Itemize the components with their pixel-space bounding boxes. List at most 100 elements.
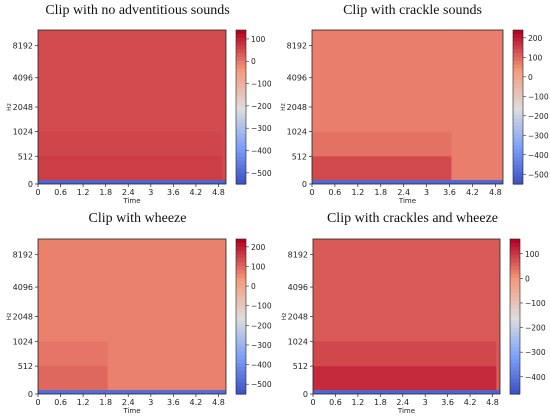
colorbar-segment bbox=[236, 137, 246, 143]
colorbar-segment bbox=[236, 53, 246, 58]
colorbar-segment bbox=[513, 33, 523, 39]
colorbar-segment bbox=[510, 242, 520, 248]
colorbar-segment bbox=[510, 254, 520, 259]
colorbar-segment bbox=[513, 137, 523, 143]
spectrogram-chart: 0 512 1024 2048 4096 8192 Hz 0 0.6 1.2 1.8 2.4 3 3.6 4… bbox=[6, 29, 272, 205]
colorbar-tick-label: −300 bbox=[251, 124, 272, 133]
x-tick-label: 0.6 bbox=[54, 398, 67, 407]
colorbar-segment bbox=[236, 339, 246, 345]
y-tick-label: 1024 bbox=[13, 337, 33, 346]
colorbar-segment bbox=[513, 176, 523, 181]
x-tick-label: 4.8 bbox=[489, 188, 502, 197]
colorbar-segment bbox=[510, 266, 520, 271]
x-tick-label: 3 bbox=[424, 188, 429, 197]
x-tick-label: 4.2 bbox=[464, 398, 477, 407]
x-tick-label: 1.8 bbox=[374, 398, 387, 407]
colorbar-segment bbox=[236, 390, 246, 395]
colorbar-tick-label: 0 bbox=[525, 274, 530, 283]
y-axis-label: Hz bbox=[6, 313, 13, 321]
x-tick-label: 3.6 bbox=[443, 188, 456, 197]
colorbar-segment bbox=[236, 246, 246, 252]
colorbar-segment bbox=[510, 246, 520, 252]
colorbar-segment bbox=[510, 351, 520, 356]
colorbar-segment bbox=[236, 343, 246, 349]
colorbar-frame bbox=[512, 29, 524, 185]
colorbar-segment bbox=[513, 56, 523, 62]
colorbar-segment bbox=[236, 355, 246, 360]
x-tick-label: 1.8 bbox=[99, 188, 112, 197]
colorbar-tick-label: −400 bbox=[251, 147, 272, 156]
x-axis-label: Time bbox=[122, 197, 140, 205]
colorbar-segment bbox=[236, 130, 246, 135]
spectrogram-panel-crackles-wheeze: Clip with crackles and wheeze 0 512 1024 20… bbox=[275, 206, 550, 415]
spectrogram-band bbox=[38, 156, 226, 181]
colorbar-segment bbox=[510, 285, 520, 290]
colorbar-tick-label: −200 bbox=[251, 321, 272, 330]
colorbar-segment bbox=[510, 301, 520, 306]
colorbar-segment bbox=[236, 176, 246, 181]
colorbar-segment bbox=[510, 273, 520, 279]
colorbar-tick-label: −100 bbox=[528, 92, 549, 101]
colorbar-segment bbox=[513, 114, 523, 120]
spectrogram-panel-wheeze: Clip with wheeze 0 512 1024 2048 4096 8192 Hz 0… bbox=[0, 206, 275, 415]
colorbar-segment bbox=[513, 49, 523, 54]
colorbar-segment bbox=[236, 270, 246, 275]
x-tick-label: 4.2 bbox=[466, 188, 479, 197]
colorbar-segment bbox=[236, 103, 246, 108]
colorbar-segment bbox=[510, 308, 520, 314]
colorbar-segment bbox=[236, 316, 246, 321]
colorbar-segment bbox=[513, 160, 523, 166]
colorbar-frame bbox=[509, 238, 521, 395]
y-tick-label: 2048 bbox=[13, 313, 33, 322]
colorbar-segment bbox=[510, 339, 520, 345]
colorbar-segment bbox=[513, 153, 523, 158]
colorbar-tick-label: −300 bbox=[528, 131, 549, 140]
colorbar-tick-label: −500 bbox=[251, 380, 272, 389]
spectrogram-chart: 0 512 1024 2048 4096 8192 Hz 0 0.6 1.2 1.8 2.4 3 3.6 4… bbox=[280, 29, 549, 205]
colorbar-segment bbox=[236, 304, 246, 310]
colorbar-segment bbox=[236, 335, 246, 341]
colorbar-segment bbox=[236, 324, 246, 329]
colorbar-segment bbox=[510, 239, 520, 244]
colorbar-segment bbox=[513, 45, 523, 50]
colorbar-segment bbox=[510, 359, 520, 364]
colorbar-segment bbox=[236, 45, 246, 50]
y-tick-label: 8192 bbox=[13, 251, 33, 260]
y-tick-label: 1024 bbox=[288, 337, 308, 346]
spectrogram-silence bbox=[107, 239, 226, 390]
panel-title: Clip with crackles and wheeze bbox=[326, 211, 499, 226]
colorbar-tick-label: 100 bbox=[528, 53, 543, 62]
x-tick-label: 4.2 bbox=[190, 188, 203, 197]
colorbar-segment bbox=[236, 107, 246, 112]
colorbar-segment bbox=[236, 168, 246, 174]
x-tick-label: 4.2 bbox=[190, 398, 203, 407]
colorbar-segment bbox=[236, 122, 246, 127]
y-tick-label: 1024 bbox=[287, 128, 307, 137]
colorbar-segment bbox=[236, 145, 246, 150]
spectrogram-silence bbox=[451, 30, 503, 180]
colorbar-segment bbox=[510, 281, 520, 287]
colorbar-segment bbox=[513, 145, 523, 150]
colorbar-segment bbox=[236, 250, 246, 256]
spectrogram-low-band bbox=[38, 390, 226, 394]
colorbar-segment bbox=[510, 370, 520, 376]
colorbar-segment bbox=[236, 366, 246, 372]
colorbar-segment bbox=[236, 363, 246, 368]
x-tick-label: 1.2 bbox=[77, 398, 90, 407]
colorbar-tick-label: −100 bbox=[251, 302, 272, 311]
y-axis-label: Hz bbox=[280, 103, 287, 111]
y-tick-label: 8192 bbox=[13, 41, 33, 50]
x-axis-label: Time bbox=[397, 407, 415, 413]
colorbar-tick-label: −400 bbox=[525, 373, 546, 382]
colorbar-segment bbox=[236, 239, 246, 244]
y-tick-label: 2048 bbox=[13, 103, 33, 112]
colorbar-tick-label: −300 bbox=[525, 348, 546, 357]
colorbar-segment bbox=[236, 133, 246, 139]
x-tick-label: 0.6 bbox=[329, 188, 342, 197]
x-tick-label: 4.8 bbox=[486, 398, 499, 407]
spectrogram-chart: 0 512 1024 2048 4096 8192 Hz 0 0.6 1.2 1.8 2.4 3 3.6 4… bbox=[281, 238, 546, 415]
x-tick-label: 1.2 bbox=[352, 398, 365, 407]
colorbar-tick-label: −400 bbox=[251, 361, 272, 370]
colorbar-segment bbox=[236, 141, 246, 147]
y-tick-label: 512 bbox=[18, 362, 33, 371]
